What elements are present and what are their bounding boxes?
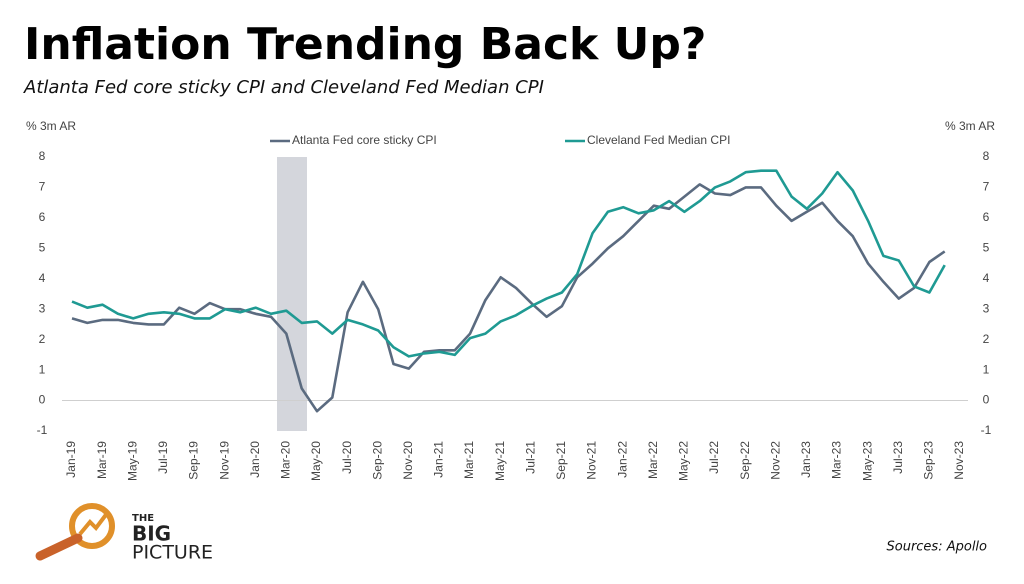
y-tick-label: 2 <box>39 332 46 346</box>
x-tick-label: Jan-23 <box>799 441 813 478</box>
x-tick-label: Jul-23 <box>891 441 905 474</box>
x-tick-label: Mar-21 <box>462 441 476 479</box>
x-tick-label: Jan-22 <box>615 441 629 478</box>
x-tick-label: Sep-22 <box>738 441 752 480</box>
logo-text: BIG <box>132 522 171 546</box>
x-tick-label: Nov-19 <box>217 441 231 480</box>
y-tick-label: 5 <box>39 241 46 255</box>
y-tick-label: 4 <box>39 271 46 285</box>
chart-title: Inflation Trending Back Up? <box>24 19 706 70</box>
y2-tick-label: 5 <box>983 241 990 255</box>
x-tick-label: May-19 <box>125 441 139 481</box>
x-tick-label: Nov-22 <box>768 441 782 480</box>
x-tick-label: Sep-19 <box>187 441 201 480</box>
series-line <box>71 169 946 358</box>
y2-tick-label: 7 <box>983 180 990 194</box>
x-tick-label: Sep-23 <box>922 441 936 480</box>
logo-ring <box>69 503 115 549</box>
x-tick-label: Jul-20 <box>340 441 354 474</box>
x-tick-label: Mar-23 <box>830 441 844 479</box>
source: Sources: Apollo <box>887 540 988 555</box>
y2-tick-label: 1 <box>983 362 990 376</box>
y-tick-label: 7 <box>39 180 46 194</box>
x-tick-label: Jul-19 <box>156 441 170 474</box>
y2-tick-label: 0 <box>983 393 990 407</box>
y2-tick-label: 4 <box>983 271 990 285</box>
x-tick-label: Sep-21 <box>554 441 568 480</box>
x-tick-label: Jan-19 <box>64 441 78 478</box>
y2-axis-title: % 3m AR <box>945 119 995 133</box>
y-tick-label: -1 <box>37 423 48 437</box>
x-tick-label: Sep-20 <box>370 441 384 480</box>
x-tick-label: Jan-21 <box>432 441 446 478</box>
x-tick-label: Jan-20 <box>248 441 262 478</box>
y2-tick-label: 3 <box>983 301 990 315</box>
x-tick-label: May-22 <box>677 441 691 481</box>
y-tick-label: 0 <box>39 393 46 407</box>
logo-handle <box>35 533 83 561</box>
legend-label: Atlanta Fed core sticky CPI <box>292 133 437 147</box>
x-tick-label: Jul-21 <box>523 441 537 474</box>
y-axis-title: % 3m AR <box>26 119 76 133</box>
chart-subtitle: Atlanta Fed core sticky CPI and Clevelan… <box>23 77 544 98</box>
x-tick-label: Mar-20 <box>279 441 293 479</box>
x-tick-label: Jul-22 <box>707 441 721 474</box>
legend-label: Cleveland Fed Median CPI <box>587 133 730 147</box>
logo: THE BIG PICTURE <box>35 503 213 564</box>
logo-text: THE <box>132 513 154 524</box>
x-tick-label: Nov-20 <box>401 441 415 480</box>
x-tick-label: Mar-19 <box>95 441 109 479</box>
x-tick-label: Nov-23 <box>952 441 966 480</box>
x-tick-label: May-20 <box>309 441 323 481</box>
series-line <box>71 183 946 413</box>
y2-tick-label: 2 <box>983 332 990 346</box>
x-tick-label: May-23 <box>860 441 874 481</box>
x-tick-label: May-21 <box>493 441 507 481</box>
y2-tick-label: -1 <box>981 423 992 437</box>
logo-text: PICTURE <box>132 542 213 564</box>
y-tick-label: 1 <box>39 362 46 376</box>
y-tick-label: 3 <box>39 301 46 315</box>
x-tick-label: Mar-22 <box>646 441 660 479</box>
y-tick-label: 6 <box>39 210 46 224</box>
y-tick-label: 8 <box>39 149 46 163</box>
logo-arrow <box>78 510 110 536</box>
x-tick-label: Nov-21 <box>585 441 599 480</box>
y2-tick-label: 8 <box>983 149 990 163</box>
y2-tick-label: 6 <box>983 210 990 224</box>
